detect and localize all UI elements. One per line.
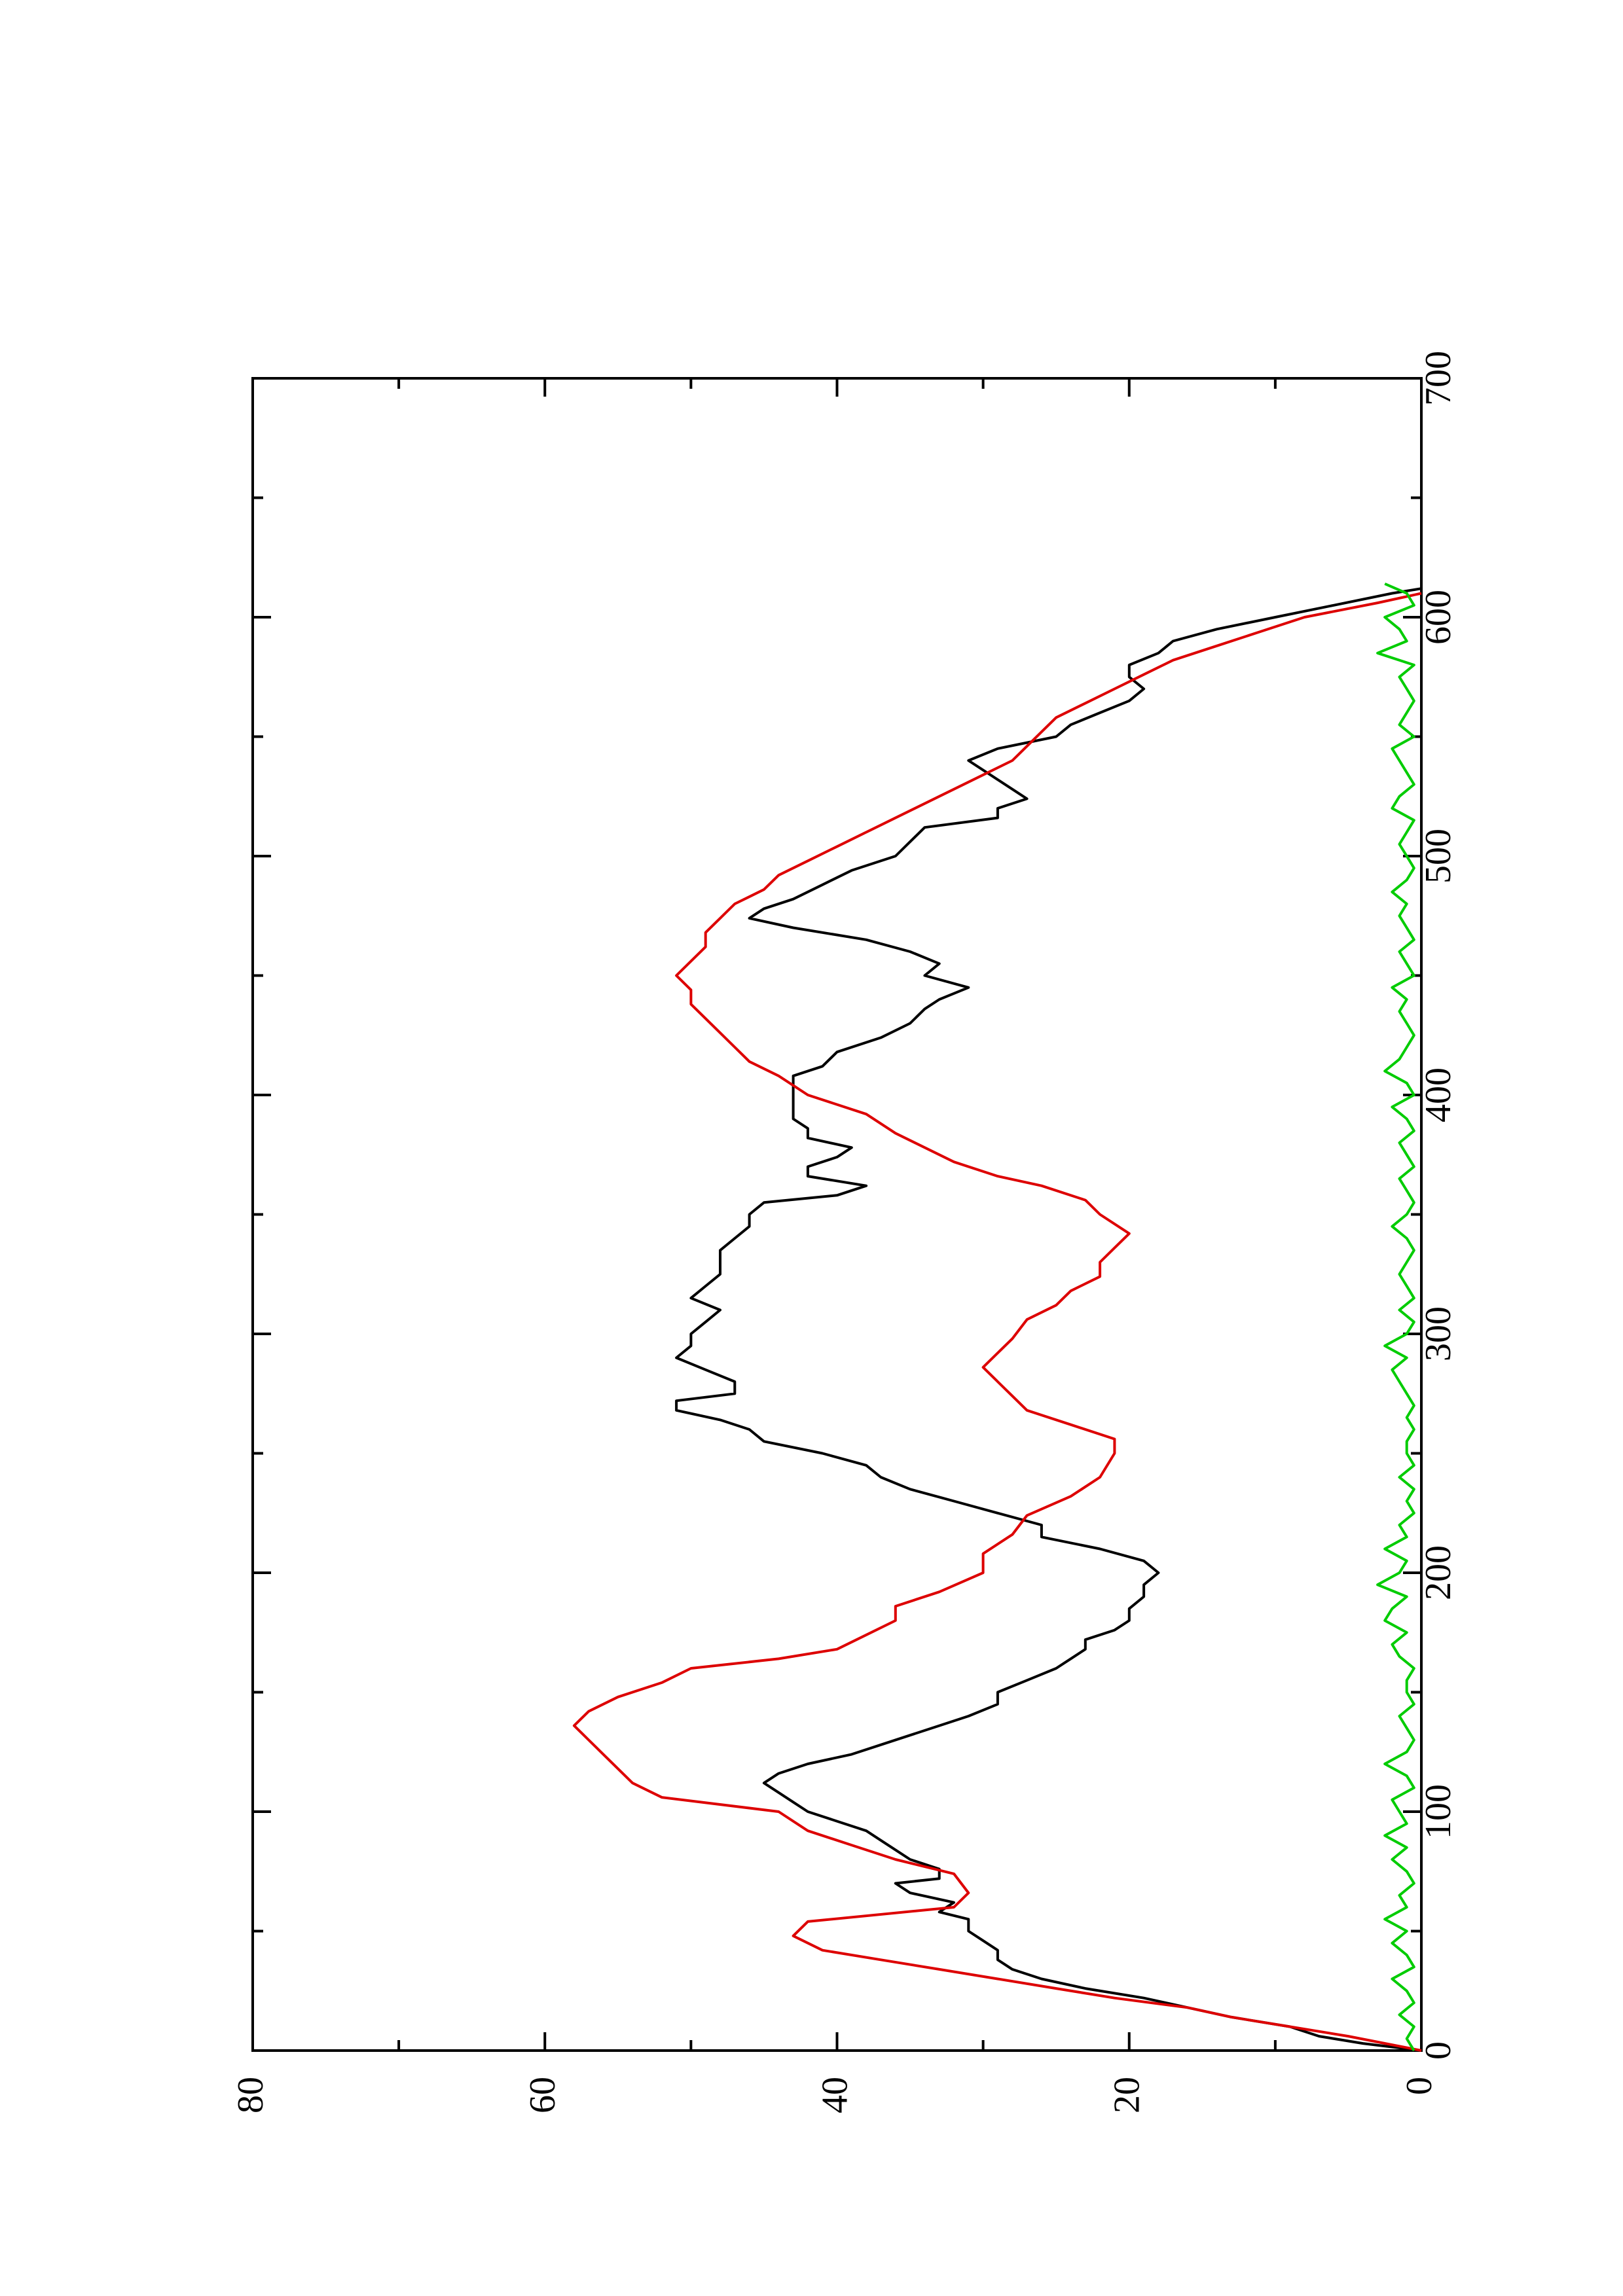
x-tick-label: 200	[1418, 1545, 1459, 1600]
y-tick-label: 20	[1107, 2077, 1148, 2113]
y-tick-label: 40	[814, 2077, 855, 2113]
x-tick-label: 0	[1418, 2041, 1459, 2060]
axis-ticks	[251, 377, 1423, 2052]
x-tick-label: 400	[1418, 1067, 1459, 1122]
series-line-2	[1376, 583, 1415, 2052]
x-tick-label: 600	[1418, 590, 1459, 645]
y-tick-label: 60	[522, 2077, 563, 2113]
x-tick-label: 300	[1418, 1306, 1459, 1361]
y-tick-label: 80	[230, 2077, 271, 2113]
series-line-1	[572, 592, 1422, 2052]
axis-tick-labels: 0 100 200 300 400 500 600 700 0 20 40 60 80	[230, 351, 1459, 2113]
x-tick-label: 700	[1418, 351, 1459, 406]
y-tick-label: 0	[1399, 2077, 1440, 2095]
series-line-0	[675, 587, 1422, 2052]
series-layer	[572, 583, 1422, 2052]
x-tick-label: 100	[1418, 1784, 1459, 1839]
plot-area-frame	[251, 377, 1423, 2052]
x-tick-label: 500	[1418, 829, 1459, 884]
